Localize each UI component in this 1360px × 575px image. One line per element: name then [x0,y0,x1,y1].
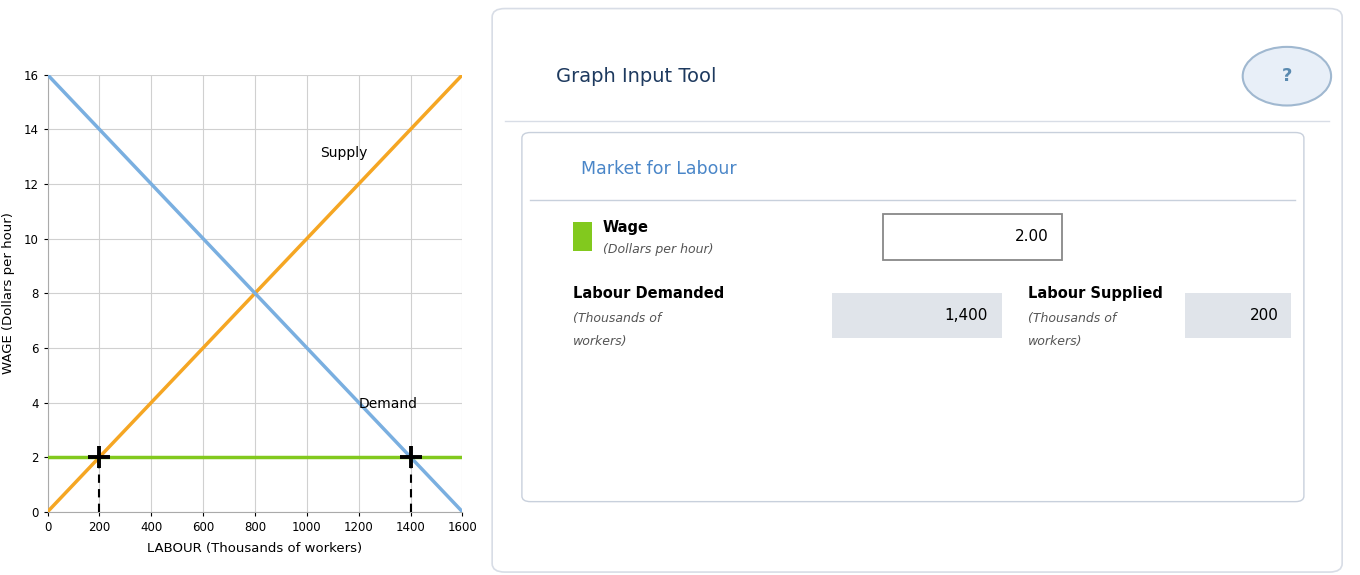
Text: Labour Supplied: Labour Supplied [1028,286,1163,301]
FancyBboxPatch shape [492,9,1342,572]
Text: 1,400: 1,400 [944,308,987,323]
FancyBboxPatch shape [832,293,1002,338]
Text: Supply: Supply [320,145,367,160]
Text: workers): workers) [1028,335,1083,347]
FancyBboxPatch shape [522,132,1304,501]
Text: Labour Demanded: Labour Demanded [573,286,724,301]
FancyBboxPatch shape [1185,293,1291,338]
Text: (Thousands of: (Thousands of [573,312,661,325]
Text: 200: 200 [1250,308,1278,323]
Text: Market for Labour: Market for Labour [582,160,737,178]
Text: 2.00: 2.00 [1015,229,1049,244]
Text: Demand: Demand [359,397,418,411]
FancyBboxPatch shape [573,221,592,251]
FancyBboxPatch shape [883,214,1062,260]
Text: Wage: Wage [602,220,649,235]
Circle shape [1243,47,1331,105]
Text: Graph Input Tool: Graph Input Tool [556,67,717,86]
Y-axis label: WAGE (Dollars per hour): WAGE (Dollars per hour) [3,212,15,374]
Text: ?: ? [1281,67,1292,85]
Text: (Thousands of: (Thousands of [1028,312,1117,325]
X-axis label: LABOUR (Thousands of workers): LABOUR (Thousands of workers) [147,542,363,555]
Text: (Dollars per hour): (Dollars per hour) [602,243,713,256]
Text: workers): workers) [573,335,627,347]
